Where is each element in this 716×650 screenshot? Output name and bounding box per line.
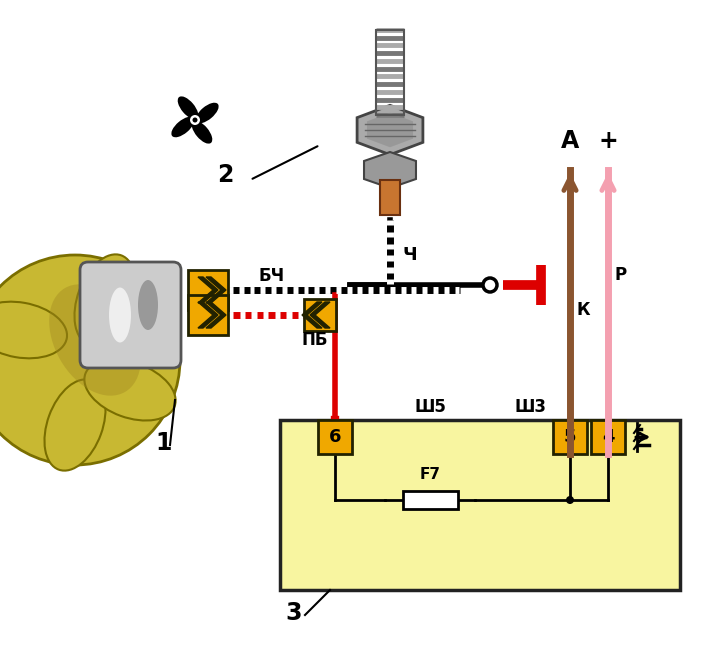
Text: 5: 5 [563,428,576,446]
Circle shape [0,255,180,465]
Ellipse shape [74,254,135,346]
Text: БЧ: БЧ [258,267,284,285]
Circle shape [193,118,198,122]
Ellipse shape [178,96,198,120]
Ellipse shape [192,121,212,144]
Text: А: А [561,129,579,153]
Bar [553,420,587,454]
Bar [188,295,228,335]
Bar [280,420,680,590]
Text: Ч: Ч [402,246,417,264]
Bar [188,270,228,310]
Polygon shape [198,277,218,303]
Text: 2: 2 [217,163,233,187]
Text: Р: Р [614,266,626,284]
Bar [376,30,404,115]
Ellipse shape [0,302,67,358]
Ellipse shape [49,284,141,396]
Text: ПБ: ПБ [301,331,328,349]
Text: 3: 3 [285,601,301,625]
Ellipse shape [195,103,218,124]
Ellipse shape [171,117,194,137]
Bar [380,180,400,215]
Ellipse shape [138,280,158,330]
Text: F7: F7 [420,467,440,482]
Bar [318,420,352,454]
Bar [304,299,336,331]
Bar [591,420,625,454]
Text: 4: 4 [601,428,614,446]
Ellipse shape [109,287,131,343]
Text: 6: 6 [329,428,342,446]
Polygon shape [206,277,226,303]
Polygon shape [367,112,413,148]
Text: Ш3: Ш3 [514,398,546,416]
Polygon shape [198,302,218,328]
Circle shape [566,496,574,504]
Polygon shape [364,152,416,188]
Circle shape [190,115,200,125]
Polygon shape [357,105,423,155]
Polygon shape [206,302,226,328]
Text: 1: 1 [155,431,171,455]
Text: К: К [576,301,589,319]
Circle shape [483,278,497,292]
Bar [403,491,458,509]
Polygon shape [302,302,322,328]
Ellipse shape [44,380,105,471]
Text: Ш5: Ш5 [414,398,446,416]
Polygon shape [310,302,330,328]
Ellipse shape [84,359,175,421]
FancyBboxPatch shape [80,262,181,368]
Text: +: + [598,129,618,153]
